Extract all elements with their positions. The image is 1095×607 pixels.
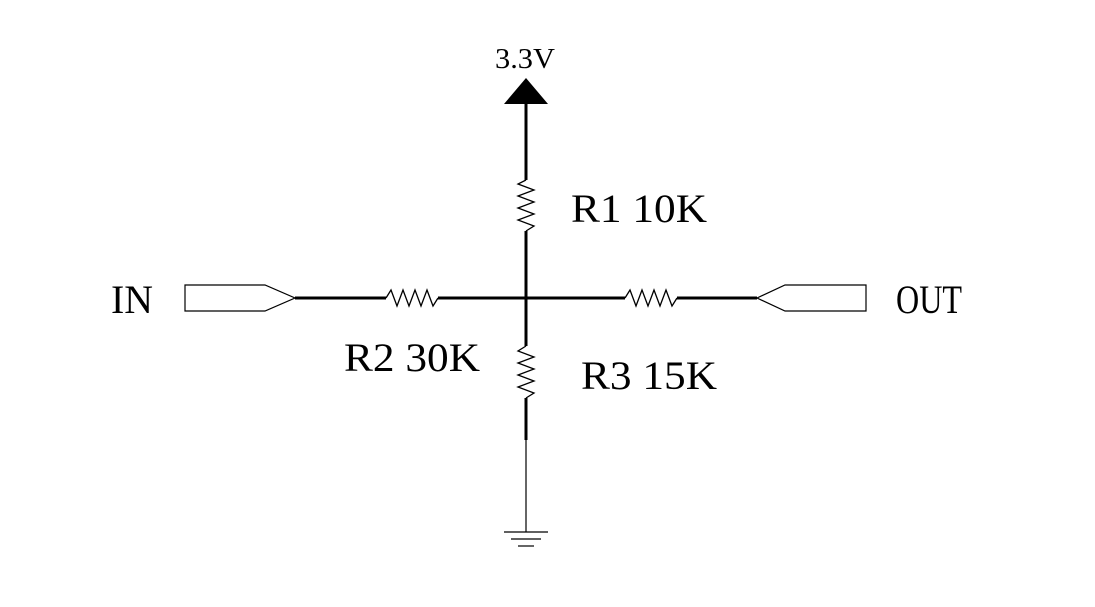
input-port-icon [184,284,297,312]
ground-icon [504,531,548,547]
output-port-icon [755,284,867,312]
supply-voltage-label: 3.3V [495,44,555,75]
resistor-r1-icon [516,179,536,232]
supply-arrow-icon [504,78,548,104]
output-port-label: OUT [896,277,962,322]
resistor-output-icon [624,288,678,308]
resistor-r2-icon [385,288,439,308]
resistor-r3-label: R3 15K [581,353,717,398]
resistor-r1-label: R1 10K [571,186,707,231]
input-port-label: IN [111,277,153,322]
resistor-r3-icon [516,345,536,399]
resistor-r2-label: R2 30K [344,335,480,380]
